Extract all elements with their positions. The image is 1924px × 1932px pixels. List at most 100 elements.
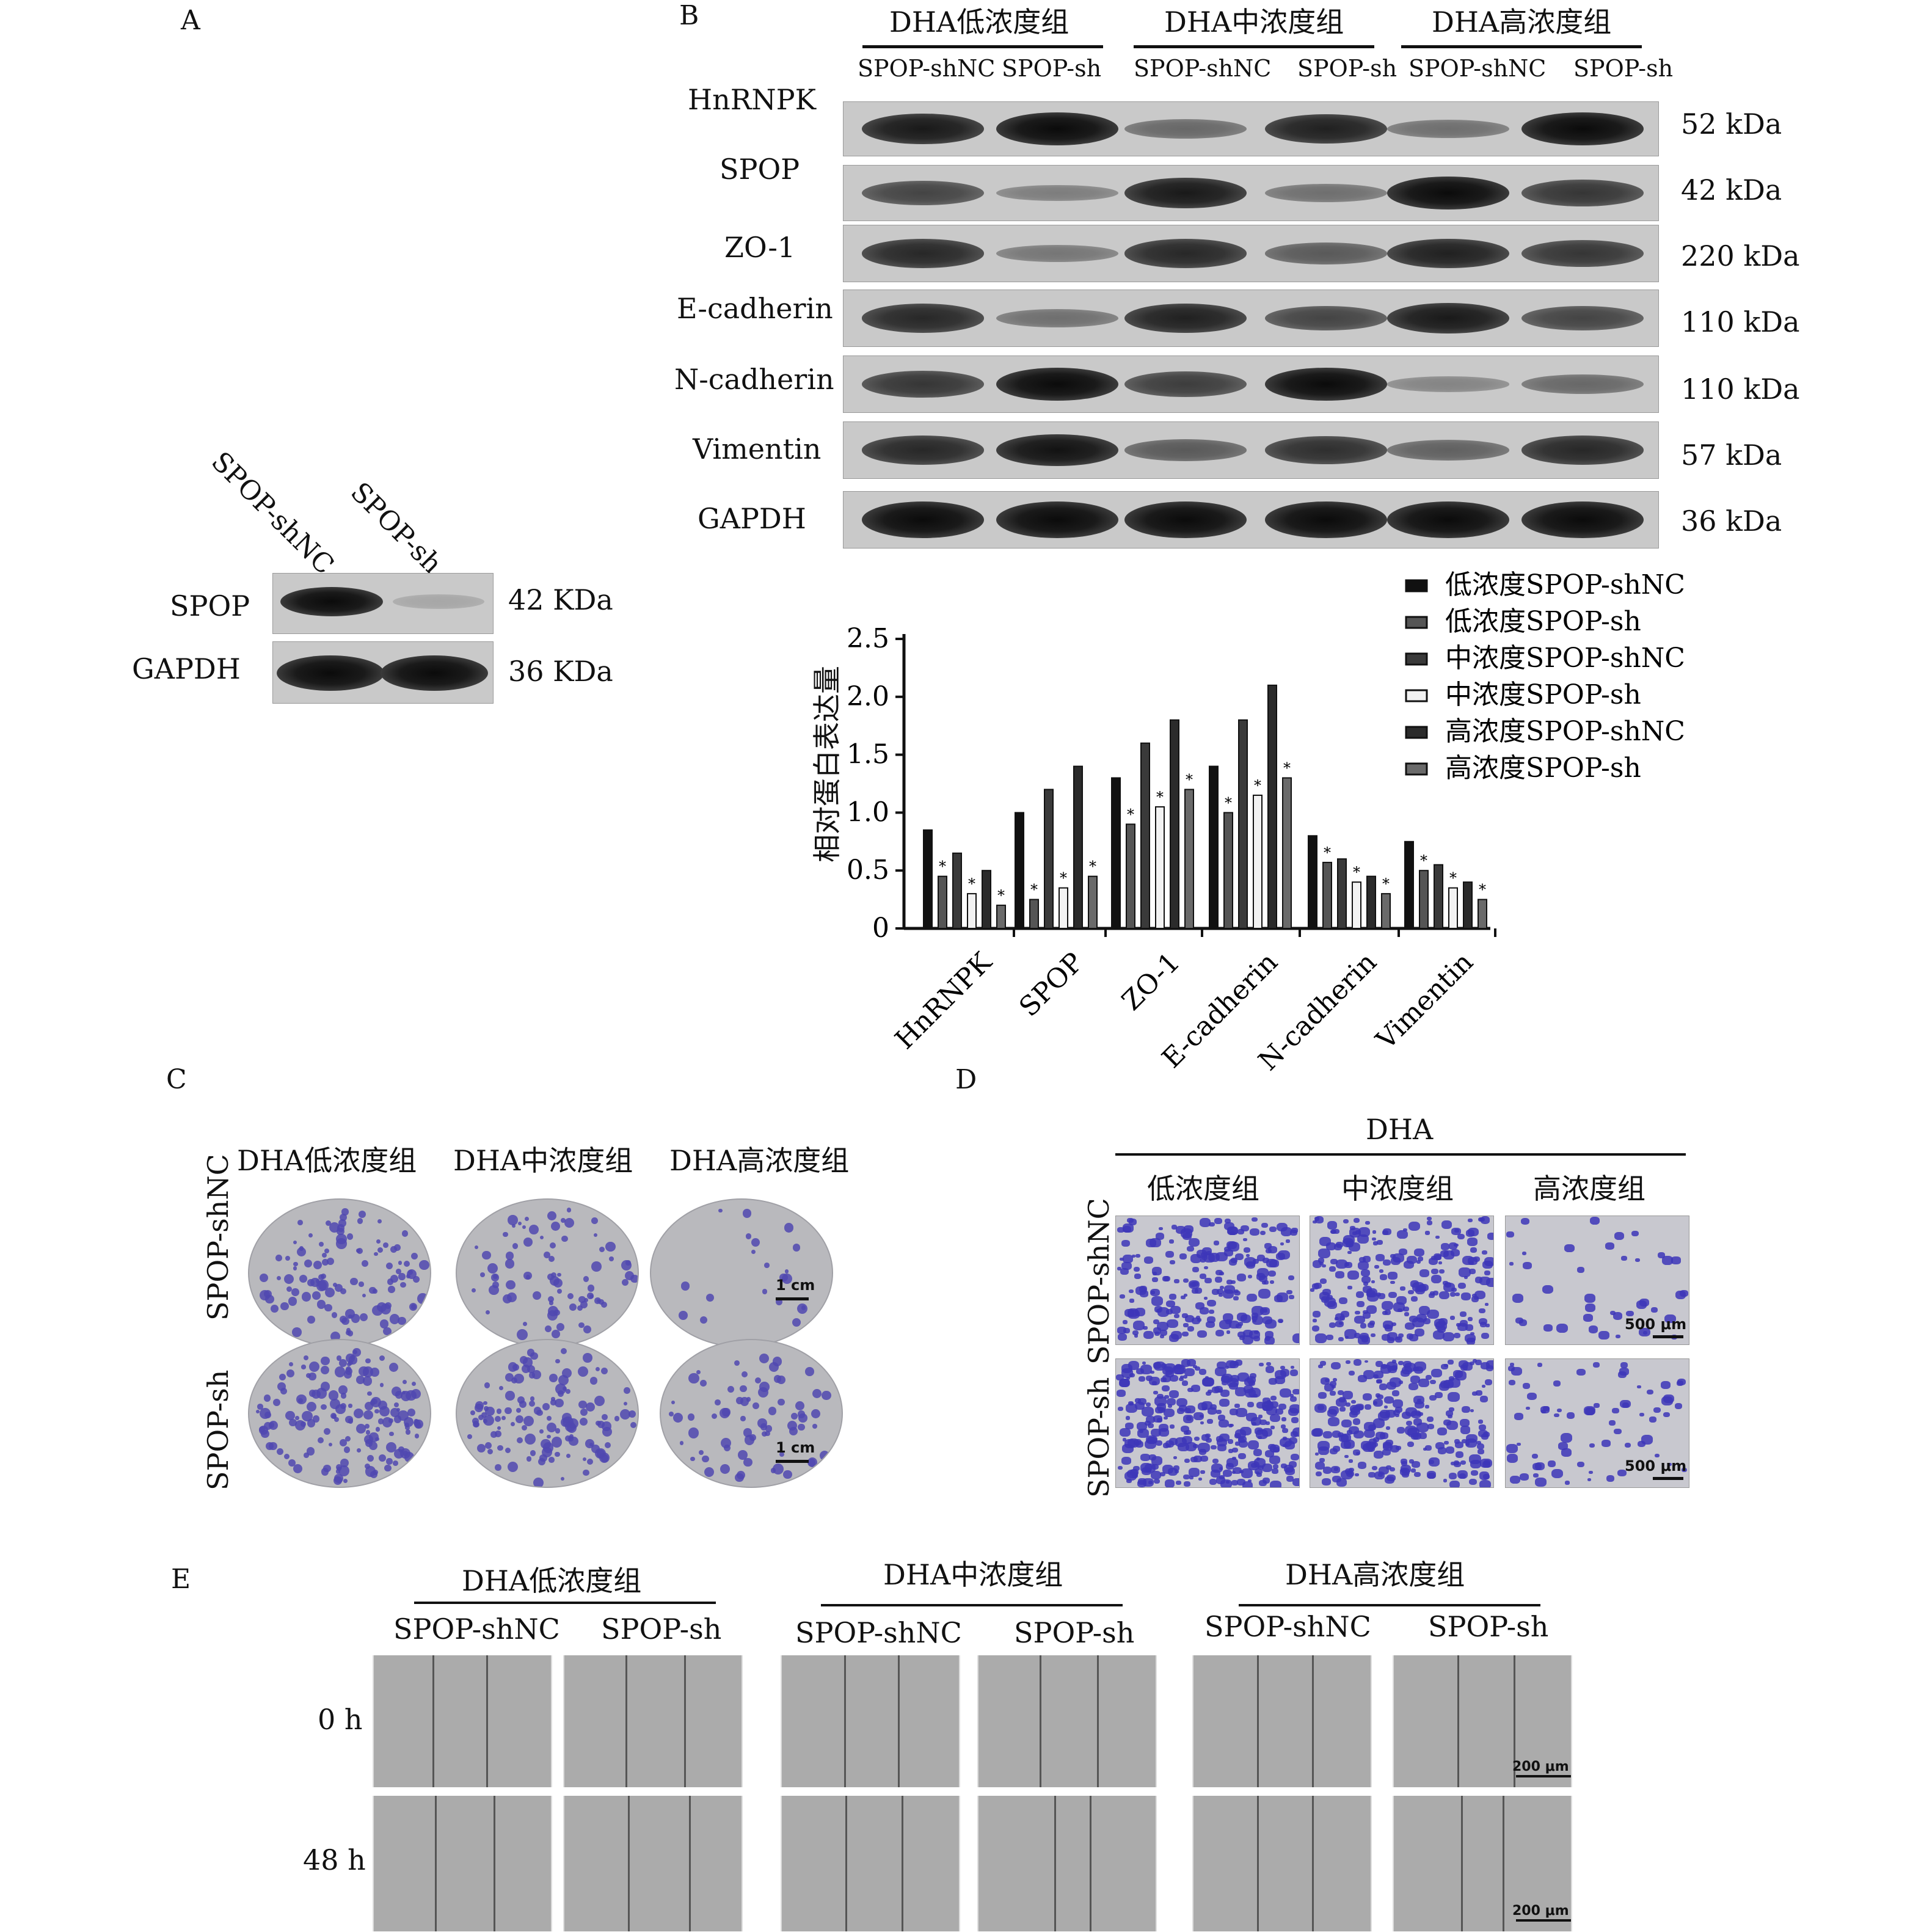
colony-dot [367, 1391, 372, 1396]
cell-dot [1292, 1333, 1299, 1344]
colony-dot [699, 1449, 704, 1456]
colony-dot [320, 1356, 330, 1366]
cell-dot [1440, 1250, 1449, 1258]
legend-label: 中浓度SPOP-shNC [1445, 643, 1685, 674]
cell-dot [1316, 1471, 1322, 1477]
cell-dot [1448, 1473, 1457, 1480]
panel-b-lane-label: SPOP-shNC [1408, 55, 1547, 82]
cell-dot [1187, 1359, 1197, 1367]
blot-band [862, 304, 984, 333]
significance-star: * [1254, 777, 1261, 794]
cell-dot [1353, 1359, 1362, 1366]
cell-dot [1660, 1381, 1671, 1390]
cell-dot [1399, 1248, 1408, 1255]
cell-dot [1537, 1362, 1543, 1367]
cell-dot [1262, 1316, 1272, 1324]
cell-dot [1418, 1412, 1423, 1416]
cell-dot [1215, 1366, 1227, 1377]
colony-dot [280, 1387, 287, 1395]
colony-dot [523, 1322, 528, 1327]
colony-dot [487, 1263, 498, 1274]
colony-plate [456, 1339, 639, 1488]
cell-dot [1184, 1459, 1190, 1464]
colony-dot [266, 1442, 274, 1451]
colony-dot [578, 1400, 587, 1409]
panel-b-group-label: DHA高浓度组 [1432, 5, 1612, 38]
cell-dot [1429, 1457, 1440, 1467]
cell-dot [1360, 1323, 1367, 1329]
colony-dot [561, 1476, 565, 1481]
colony-dot [304, 1355, 309, 1361]
cell-dot [1226, 1458, 1238, 1467]
scratch-edge [845, 1796, 847, 1931]
colony-dot [743, 1428, 752, 1437]
colony-dot [404, 1417, 414, 1427]
cell-dot [1202, 1377, 1214, 1387]
colony-dot [334, 1417, 340, 1423]
scratch-edge [625, 1655, 627, 1787]
cell-dot [1292, 1478, 1299, 1487]
cell-dot [1275, 1408, 1283, 1415]
cell-dot [1583, 1405, 1595, 1415]
colony-dot [578, 1366, 589, 1377]
cell-dot [1426, 1416, 1434, 1423]
cell-dot [1328, 1322, 1336, 1329]
colony-dot [751, 1238, 760, 1247]
colony-dot [792, 1318, 801, 1327]
colony-dot [375, 1427, 381, 1432]
cell-dot [1153, 1327, 1161, 1334]
cell-dot [1124, 1309, 1134, 1317]
colony-dot [346, 1362, 352, 1367]
colony-dot [483, 1419, 487, 1424]
cell-dot [1207, 1419, 1214, 1424]
cell-dot [1527, 1393, 1537, 1401]
cell-dot [1478, 1429, 1488, 1438]
colony-dot [404, 1452, 415, 1462]
colony-dot [619, 1409, 630, 1420]
cell-dot [1556, 1323, 1569, 1333]
cell-dot [1228, 1449, 1234, 1453]
cell-dot [1153, 1362, 1161, 1369]
bar [923, 829, 933, 929]
cell-dot [1216, 1361, 1226, 1369]
group-underline [821, 1604, 1123, 1606]
cell-dot [1262, 1428, 1273, 1437]
cell-dot [1268, 1246, 1278, 1253]
colony-dot [507, 1461, 519, 1473]
cell-dot [1135, 1368, 1145, 1375]
colony-dot [517, 1221, 522, 1226]
cell-dot [1183, 1322, 1189, 1327]
cell-dot [1150, 1470, 1162, 1479]
cell-dot [1384, 1396, 1394, 1404]
cell-dot [1448, 1242, 1458, 1250]
scratch-image [1192, 1796, 1372, 1931]
significance-star: * [1030, 881, 1038, 899]
cell-dot [1135, 1253, 1141, 1258]
colony-dot [609, 1256, 614, 1261]
colony-dot [301, 1365, 306, 1369]
cell-dot [1619, 1368, 1629, 1376]
colony-dot [321, 1252, 327, 1258]
cell-dot [1506, 1453, 1518, 1463]
colony-dot [336, 1355, 342, 1361]
cell-dot [1467, 1238, 1478, 1246]
cell-dot [1485, 1365, 1493, 1371]
cell-dot [1460, 1292, 1471, 1300]
cell-dot [1506, 1231, 1514, 1238]
colony-dot [390, 1245, 398, 1253]
panel-d-column-label: 中浓度组 [1341, 1172, 1454, 1205]
colony-dot [591, 1217, 599, 1225]
cell-dot [1180, 1425, 1190, 1433]
cell-dot [1657, 1252, 1666, 1258]
cell-dot [1454, 1460, 1460, 1465]
colony-dot [546, 1423, 556, 1433]
colony-dot [359, 1281, 364, 1287]
colony-dot [501, 1416, 506, 1420]
colony-dot [340, 1288, 347, 1295]
cell-dot [1229, 1259, 1237, 1266]
cell-dot [1332, 1431, 1341, 1438]
cell-dot [1319, 1292, 1330, 1300]
colony-dot [471, 1288, 476, 1293]
cell-dot [1521, 1252, 1527, 1256]
scratch-edge [486, 1655, 488, 1787]
